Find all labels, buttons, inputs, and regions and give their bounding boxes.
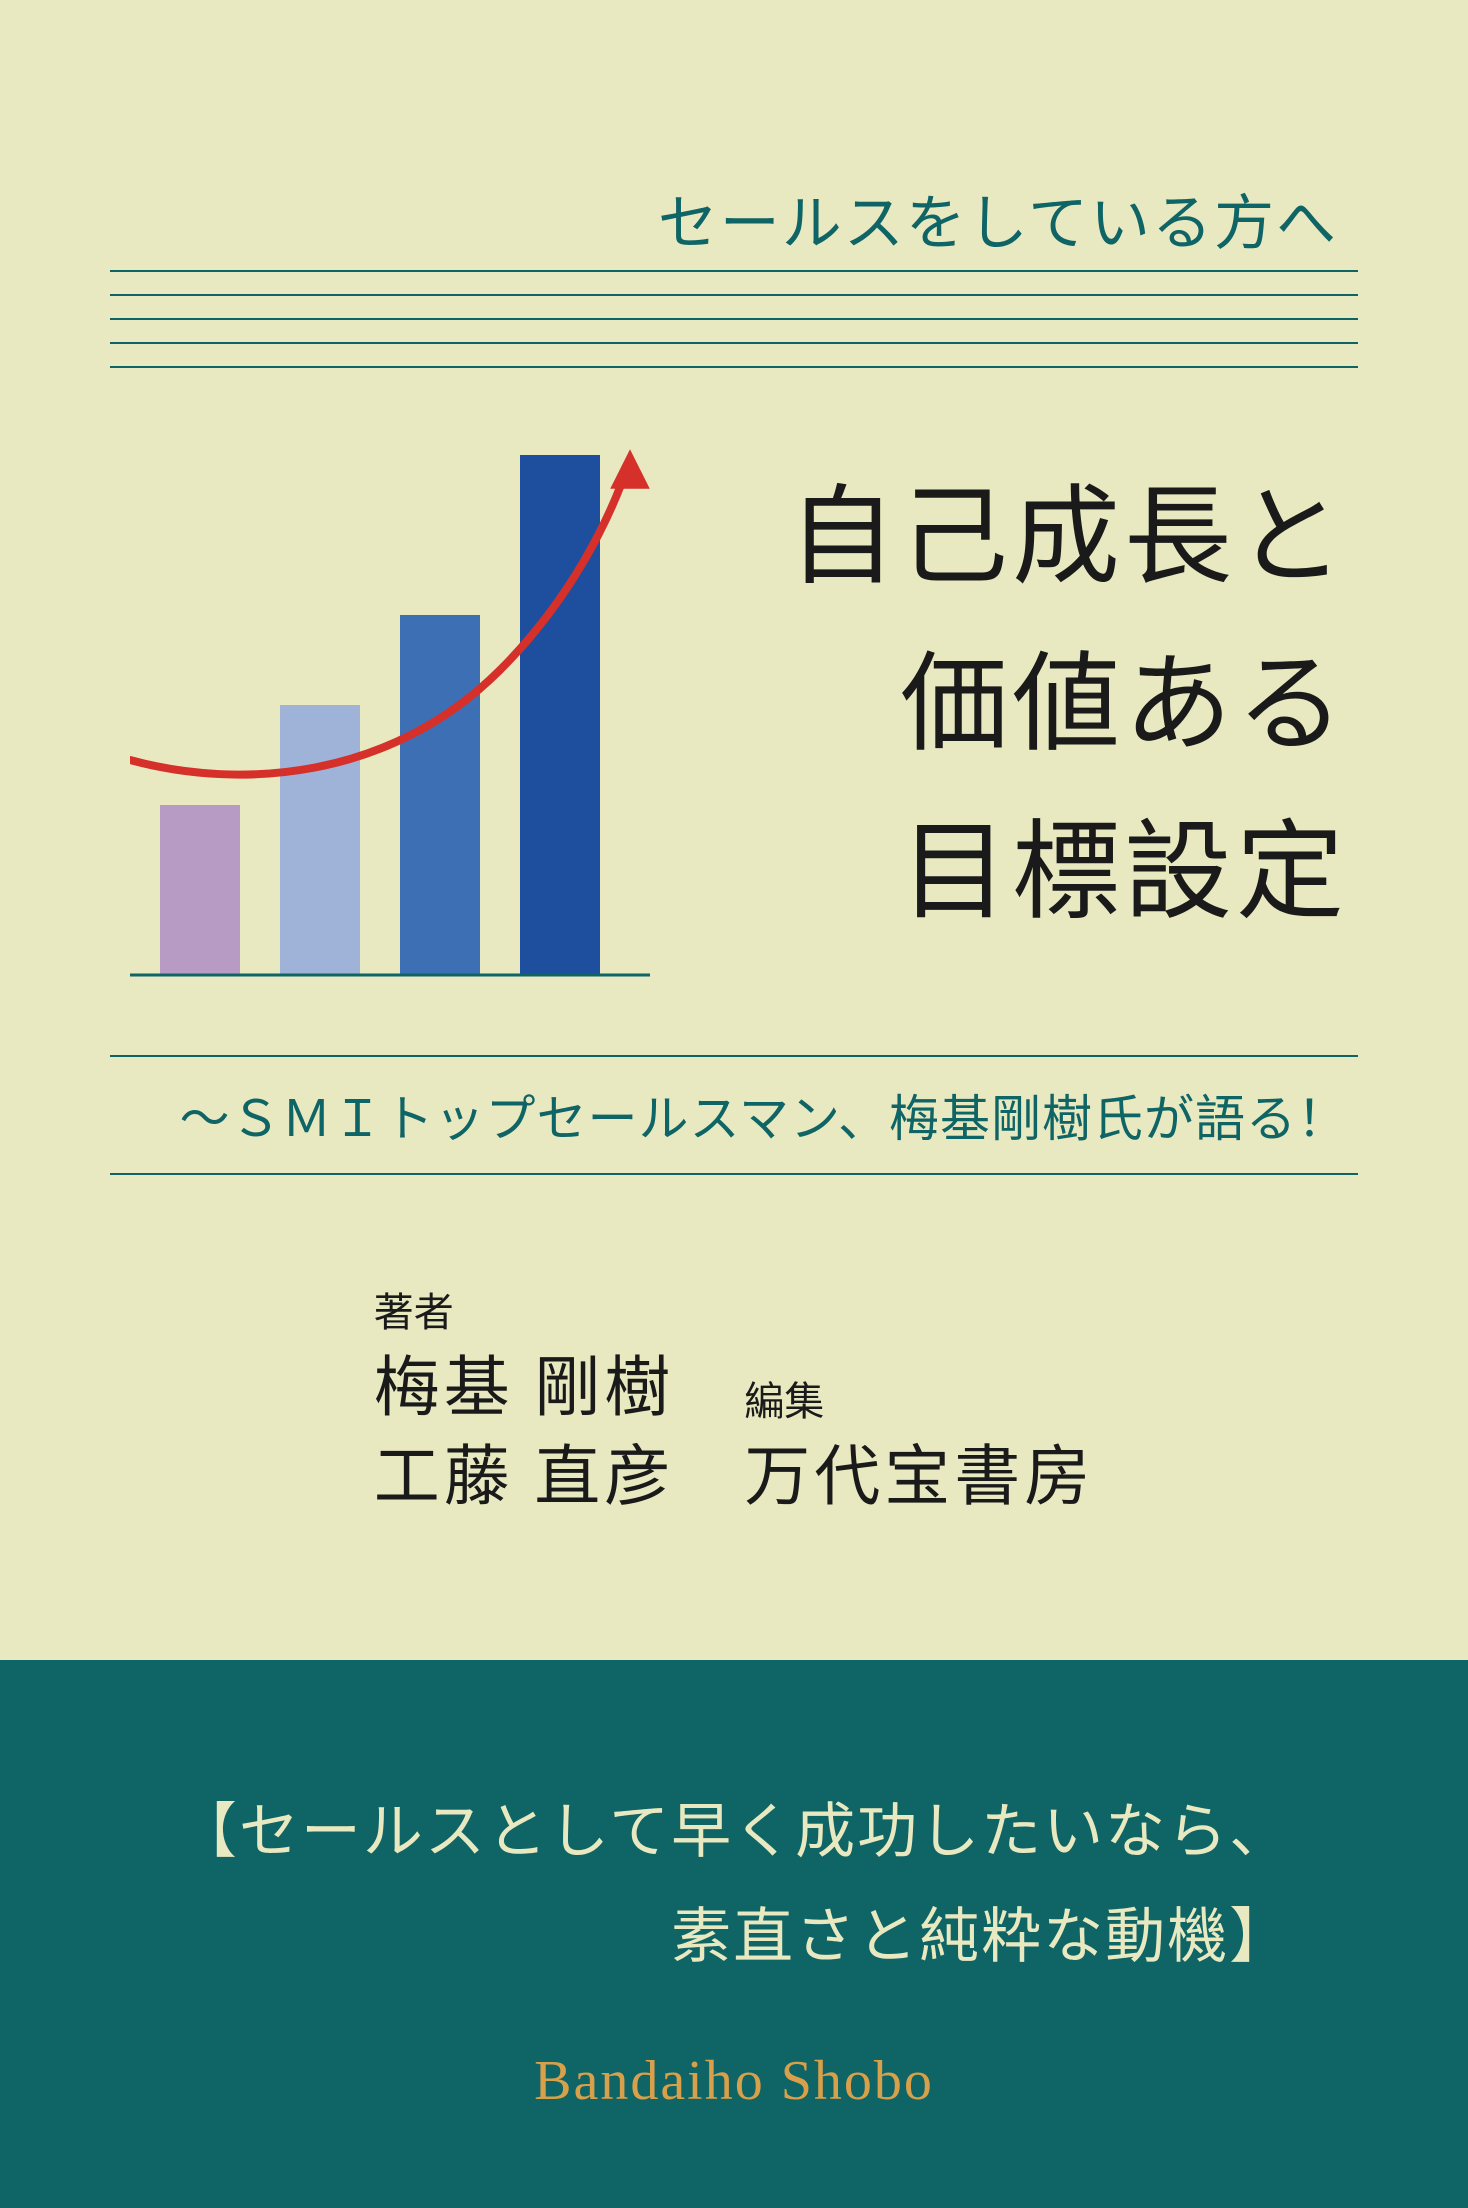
cover-upper: セールスをしている方へ 自己成長と価値ある目標設定 ～ＳＭＩトップセールスマン、… (0, 0, 1468, 1660)
subtitle-rule-bottom (110, 1173, 1358, 1175)
header-rule (110, 318, 1358, 320)
lower-tagline: 【セールスとして早く成功したいなら、 素直さと純粋な動機】 (177, 1780, 1291, 1990)
lower-tagline-line2: 素直さと純粋な動機】 (177, 1885, 1291, 1990)
chart-bar (520, 455, 600, 975)
trend-arrow-head (610, 449, 650, 489)
title-line: 価値ある (788, 622, 1348, 789)
title-line: 目標設定 (788, 790, 1348, 957)
lower-tagline-line1: 【セールスとして早く成功したいなら、 (177, 1780, 1291, 1885)
author-name-2: 工藤 直彦 (374, 1433, 675, 1522)
author-name-1: 梅基 剛樹 (374, 1344, 675, 1433)
author-label: 著者 (374, 1280, 675, 1338)
editor-column: 編集 万代宝書房 (744, 1369, 1094, 1522)
editor-label: 編集 (744, 1369, 1094, 1427)
header-rule (110, 366, 1358, 368)
chart-bar (280, 705, 360, 975)
header-tagline: セールスをしている方へ (658, 175, 1338, 262)
chart-bar (160, 805, 240, 975)
growth-bar-chart (130, 430, 650, 990)
editor-name: 万代宝書房 (744, 1433, 1094, 1522)
publisher-name: Bandaiho Shobo (534, 2049, 934, 2113)
header-rule (110, 270, 1358, 272)
title-line: 自己成長と (788, 455, 1348, 622)
chart-bar (400, 615, 480, 975)
subtitle-block: ～ＳＭＩトップセールスマン、梅基剛樹氏が語る！ (110, 1055, 1358, 1175)
header-rule (110, 342, 1358, 344)
header-rule (110, 294, 1358, 296)
main-title: 自己成長と価値ある目標設定 (788, 455, 1348, 957)
subtitle-text: ～ＳＭＩトップセールスマン、梅基剛樹氏が語る！ (110, 1057, 1358, 1173)
rule-group (110, 270, 1358, 368)
credits-block: 著者 梅基 剛樹 工藤 直彦 編集 万代宝書房 (0, 1280, 1468, 1522)
cover-lower: 【セールスとして早く成功したいなら、 素直さと純粋な動機】 Bandaiho S… (0, 1660, 1468, 2208)
book-cover: セールスをしている方へ 自己成長と価値ある目標設定 ～ＳＭＩトップセールスマン、… (0, 0, 1468, 2208)
author-column: 著者 梅基 剛樹 工藤 直彦 (374, 1280, 675, 1522)
